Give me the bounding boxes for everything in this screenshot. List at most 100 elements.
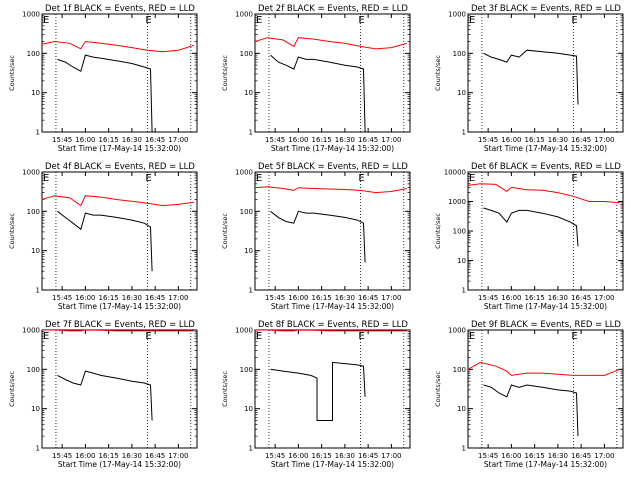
plot-frame — [41, 13, 198, 133]
series-line-events — [57, 370, 153, 421]
y-axis-label: Counts/sec — [8, 55, 16, 91]
event-marker: E — [145, 331, 151, 342]
x-tick-label: 16:45 — [145, 452, 165, 460]
event-marker: E — [571, 173, 577, 184]
x-axis-label: Start Time (17-May-14 15:32:00) — [271, 144, 394, 153]
x-tick-label: 15:45 — [265, 294, 285, 302]
y-tick-label: 1000 — [22, 327, 40, 335]
event-marker: E — [571, 15, 577, 26]
y-axis-label: Counts/sec — [221, 213, 229, 249]
event-marker: E — [43, 173, 49, 184]
x-tick-label: 15:45 — [52, 136, 72, 144]
panel-det-3: Det 3f BLACK = Events, RED = LLD Counts/s… — [434, 4, 624, 153]
series-line-lld — [468, 183, 620, 204]
series-line-events — [270, 361, 366, 421]
x-tick-label: 16:00 — [501, 294, 521, 302]
event-marker: E — [358, 331, 364, 342]
x-tick-label: 16:15 — [99, 294, 119, 302]
y-tick-label: 1 — [462, 129, 466, 137]
x-axis-label: Start Time (17-May-14 15:32:00) — [271, 460, 394, 469]
plot-frame — [254, 329, 411, 449]
y-axis-label: Counts/sec — [8, 371, 16, 407]
x-tick-label: 16:15 — [99, 136, 119, 144]
x-axis-label: Start Time (17-May-14 15:32:00) — [58, 144, 181, 153]
event-marker: E — [469, 331, 475, 342]
plot-frame — [467, 329, 624, 449]
panel-det-8: Det 8f BLACK = Events, RED = LLD Counts/s… — [221, 320, 411, 469]
x-tick-label: 17:00 — [168, 136, 188, 144]
x-tick-label: 17:00 — [168, 294, 188, 302]
panel-det-9: Det 9f BLACK = Events, RED = LLD Counts/s… — [434, 320, 624, 469]
y-tick-label: 100 — [453, 50, 466, 58]
x-tick-label: 17:00 — [594, 136, 614, 144]
x-tick-label: 15:45 — [265, 452, 285, 460]
y-tick-label: 1000 — [22, 169, 40, 177]
x-tick-label: 16:45 — [358, 452, 378, 460]
y-axis-label: Counts/sec — [221, 371, 229, 407]
event-marker: E — [256, 173, 262, 184]
y-tick-label: 10 — [457, 405, 466, 413]
y-tick-label: 1000 — [235, 169, 253, 177]
x-tick-label: 15:45 — [265, 136, 285, 144]
y-tick-label: 10000 — [444, 169, 466, 177]
y-tick-label: 10 — [244, 405, 253, 413]
series-line-lld — [255, 186, 407, 194]
y-tick-label: 100 — [27, 208, 40, 216]
x-tick-label: 16:45 — [358, 136, 378, 144]
y-tick-label: 1000 — [235, 327, 253, 335]
y-tick-label: 10 — [31, 405, 40, 413]
y-tick-label: 100 — [240, 208, 253, 216]
y-axis-label: Counts/sec — [434, 55, 442, 91]
x-axis-label: Start Time (17-May-14 15:32:00) — [484, 144, 607, 153]
x-tick-label: 16:45 — [571, 452, 591, 460]
series-line-lld — [468, 361, 621, 376]
y-axis-label: Counts/sec — [434, 371, 442, 407]
panel-det-5: Det 5f BLACK = Events, RED = LLD Counts/s… — [221, 162, 411, 311]
x-tick-label: 16:45 — [571, 294, 591, 302]
plot-frame — [41, 329, 198, 449]
x-tick-label: 16:45 — [145, 136, 165, 144]
event-marker: E — [145, 15, 151, 26]
panel-det-2: Det 2f BLACK = Events, RED = LLD Counts/s… — [221, 4, 411, 153]
x-tick-label: 17:00 — [594, 452, 614, 460]
event-marker: E — [43, 15, 49, 26]
x-tick-label: 16:30 — [335, 452, 355, 460]
event-marker: E — [256, 15, 262, 26]
plot-frame — [254, 13, 411, 133]
x-tick-label: 17:00 — [381, 294, 401, 302]
y-tick-label: 100 — [453, 228, 466, 236]
y-axis-label: Counts/sec — [221, 55, 229, 91]
series-line-lld — [255, 330, 407, 332]
series-line-events — [57, 210, 153, 272]
x-tick-label: 16:30 — [122, 294, 142, 302]
panel-title: Det 3f BLACK = Events, RED = LLD — [471, 4, 621, 14]
y-tick-label: 10 — [244, 89, 253, 97]
x-tick-label: 16:00 — [288, 294, 308, 302]
x-tick-label: 16:30 — [122, 452, 142, 460]
panel-title: Det 2f BLACK = Events, RED = LLD — [258, 4, 408, 14]
y-tick-label: 1000 — [448, 198, 466, 206]
y-axis-label: Counts/sec — [434, 213, 442, 249]
x-tick-label: 15:45 — [52, 294, 72, 302]
event-marker: E — [571, 331, 577, 342]
panel-title: Det 5f BLACK = Events, RED = LLD — [258, 162, 408, 172]
x-axis-label: Start Time (17-May-14 15:32:00) — [484, 302, 607, 311]
x-tick-label: 17:00 — [594, 294, 614, 302]
y-tick-label: 1000 — [22, 11, 40, 19]
y-tick-label: 100 — [240, 50, 253, 58]
plot-frame — [254, 171, 411, 291]
x-tick-label: 15:45 — [478, 136, 498, 144]
x-tick-label: 16:00 — [501, 136, 521, 144]
event-marker: E — [469, 173, 475, 184]
x-tick-label: 16:15 — [312, 136, 332, 144]
event-marker: E — [469, 15, 475, 26]
event-marker: E — [43, 331, 49, 342]
x-tick-label: 17:00 — [381, 452, 401, 460]
x-tick-label: 16:00 — [75, 452, 95, 460]
y-tick-label: 100 — [453, 366, 466, 374]
x-tick-label: 17:00 — [168, 452, 188, 460]
x-tick-label: 15:45 — [52, 452, 72, 460]
series-line-events — [270, 210, 366, 263]
series-line-events — [483, 49, 579, 105]
y-tick-label: 1000 — [235, 11, 253, 19]
